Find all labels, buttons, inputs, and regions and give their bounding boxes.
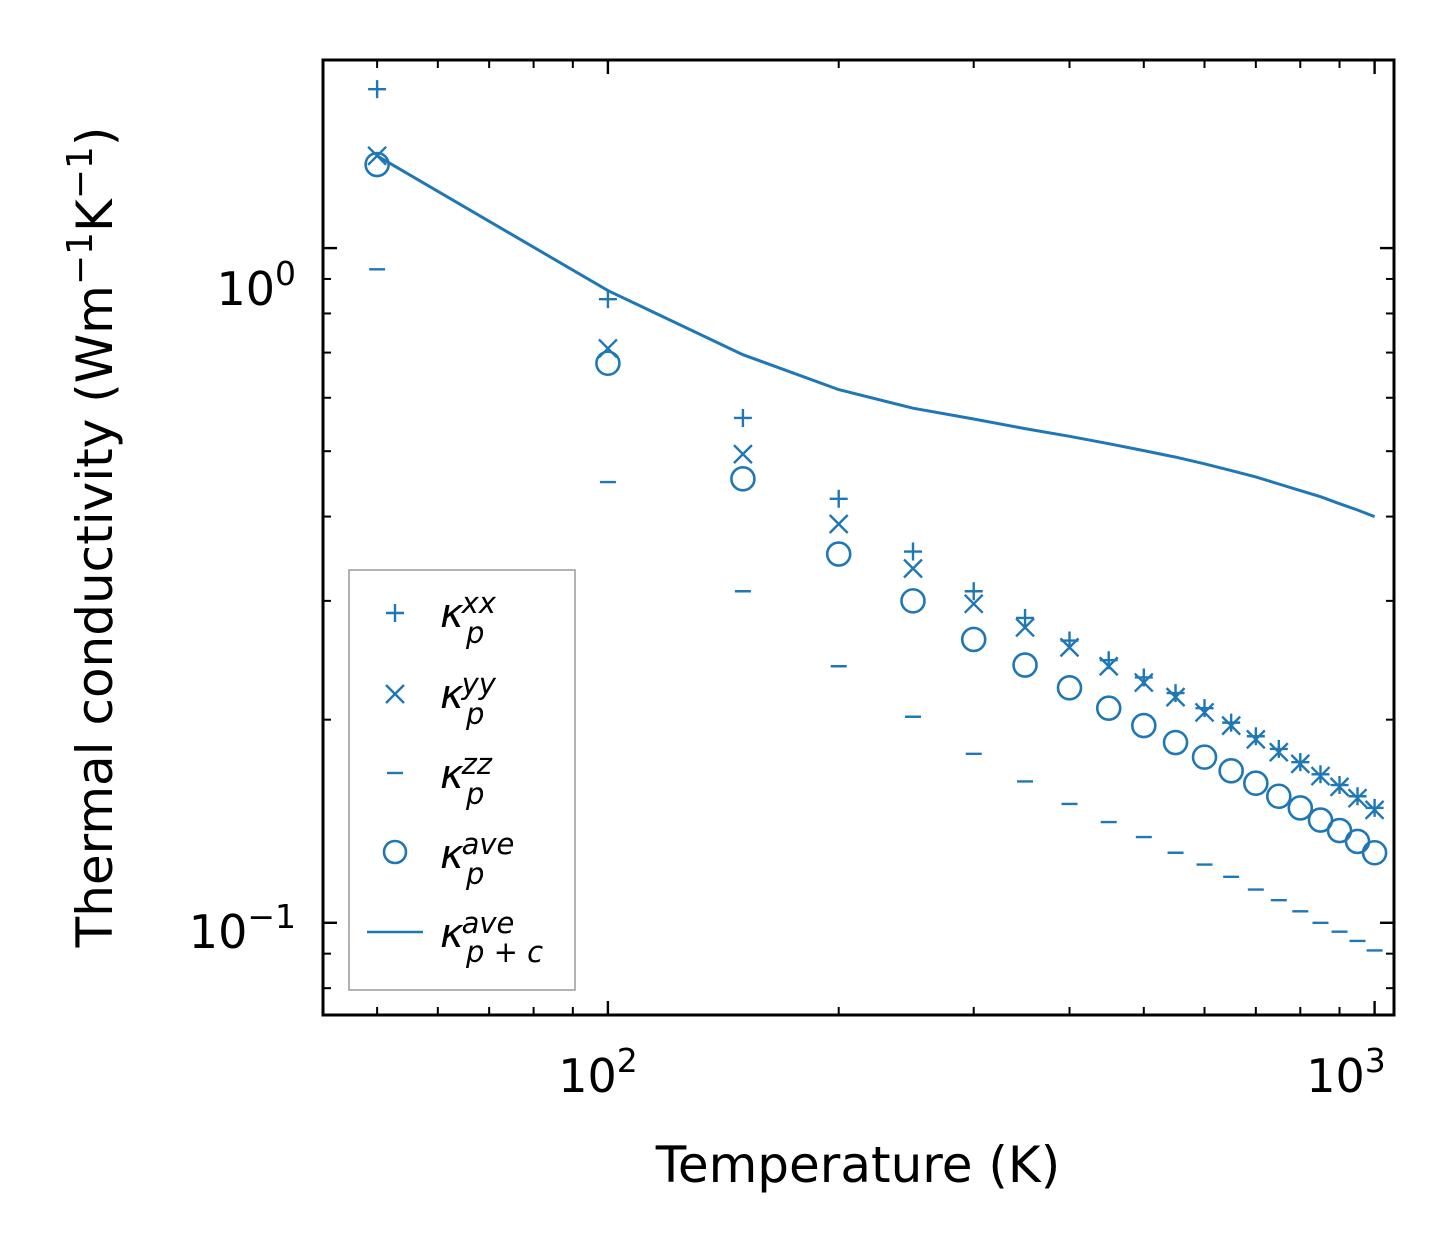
point-kp_ave [1307,807,1334,833]
point-kp_xx [829,489,848,508]
point-kp_yy [1290,754,1311,774]
point-kp_yy [1347,788,1368,809]
point-kp_ave [730,466,756,492]
point-kp_xx [1330,776,1349,795]
point-kp_yy [828,514,849,534]
legend-sub-kp-zz: p [465,777,484,811]
point-kp_yy [963,593,984,614]
point-kp_xx [733,408,752,427]
point-kp_ave [1243,770,1269,797]
point-kp_yy [1194,702,1215,723]
x-tick-label-1000: 103 [1306,1041,1386,1103]
legend-label-kp-zz: κzz [440,747,493,798]
y-tick-label-0-1: 10−1 [189,897,296,959]
point-kp_xx [904,542,923,561]
legend: κxx p κyy p κzz p κave p κave p + c [348,569,576,991]
point-kp_xx [1195,699,1214,718]
point-kp_xx [1365,798,1384,817]
point-kp_ave [1361,839,1388,866]
point-kp_yy [903,558,923,579]
point-kp_yy [1245,729,1266,750]
point-kp_ave [1056,674,1083,701]
point-kp_xx [1348,787,1367,806]
y-tick-label-1: 100 [216,254,296,316]
point-kp_yy [1133,672,1154,693]
point-kp_ave [364,151,390,178]
point-kp_yy [1364,800,1385,820]
series-kpc_ave [376,154,1376,518]
series-kp_xx [368,80,1384,817]
legend-marker-circle [382,839,408,865]
point-kp_xx [598,290,617,309]
legend-sub-kp-yy: p [465,697,484,731]
point-kp_xx [368,80,387,99]
series-layer [364,80,1388,952]
legend-entry-kpc-ave: κave p + c [367,906,543,969]
legend-label-kp-yy: κyy [440,667,497,718]
legend-marker-x [385,684,405,704]
point-kp_yy [1310,766,1331,786]
point-kp_ave [1012,652,1038,678]
legend-entry-kp-ave: κave p [382,827,514,891]
legend-sub-kpc-ave: p + c [465,935,543,969]
series-kp_zz [369,268,1383,952]
point-kp_xx [1269,739,1288,758]
legend-entry-kp-xx: κxx p [386,586,497,650]
legend-marker-plus [386,604,404,622]
legend-sub-kp-ave: p [465,857,484,891]
point-kp_xx [1016,608,1035,627]
point-kp_yy [1059,637,1080,658]
point-kp_xx [1246,727,1265,746]
point-kp_ave [960,626,987,653]
point-kp_ave [595,350,621,377]
legend-label-kpc-ave: κave [440,906,514,957]
x-tick-label-100: 102 [558,1041,638,1103]
plot-frame [321,58,1396,1017]
point-kp_xx [1311,765,1330,784]
series-kp_ave [364,151,1388,866]
point-kp_yy [1329,777,1350,797]
point-kp_yy [1015,617,1035,638]
point-kp_yy [1268,742,1289,763]
point-kp_ave [1266,783,1292,810]
point-kp_xx [1166,684,1185,703]
point-kp_yy [1165,687,1186,707]
point-kp_ave [1191,744,1218,770]
point-kp_yy [733,444,753,464]
point-kp_xx [1222,713,1241,732]
point-kp_ave [900,588,926,614]
x-axis-label: Temperature (K) [655,1136,1060,1194]
point-kp_ave [1131,712,1157,739]
point-kp_yy [1098,656,1119,677]
point-kp_ave [1162,729,1189,756]
legend-label-kp-ave: κave [440,827,514,878]
point-kp_ave [1095,695,1122,721]
point-kp_ave [1287,795,1314,821]
point-kp_yy [1221,715,1242,736]
legend-sub-kp-xx: p [465,616,484,650]
line-kpc_ave [376,154,1376,518]
y-axis-label: Thermal conductivity (Wm−1K−1) [60,127,124,949]
legend-frame [348,569,576,991]
legend-entry-kp-yy: κyy p [385,667,497,731]
legend-entry-kp-zz: κzz p [387,747,493,811]
point-kp_xx [964,582,983,601]
series-kp_yy [367,145,1385,820]
point-kp_ave [825,541,852,567]
point-kp_ave [1218,757,1244,784]
legend-label-kp-xx: κxx [440,586,497,637]
